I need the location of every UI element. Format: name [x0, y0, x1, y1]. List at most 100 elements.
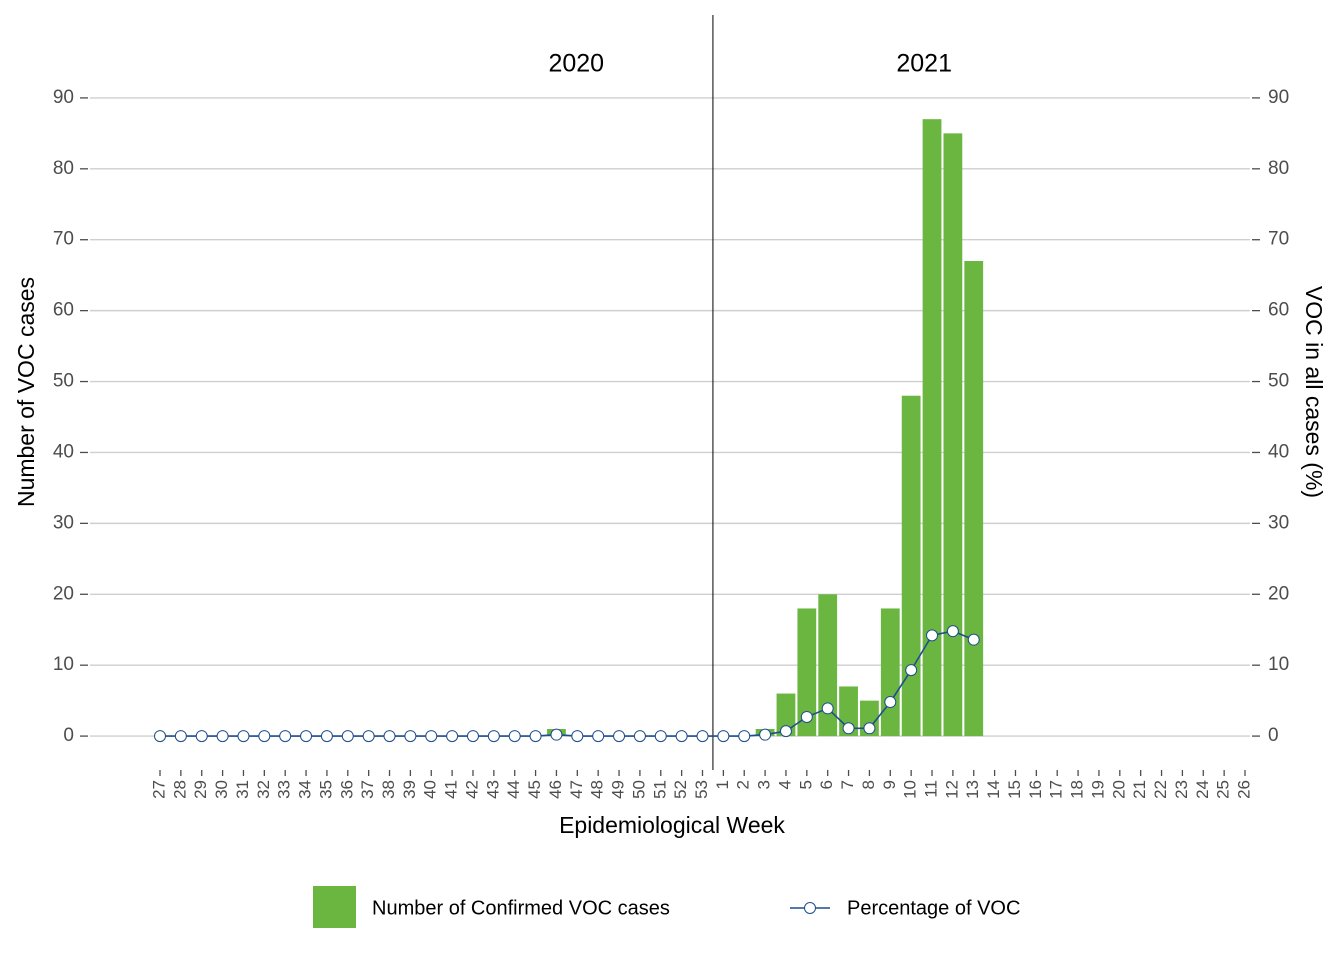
point [216, 730, 229, 743]
x-tick-label: 26 [1234, 780, 1253, 799]
x-tick-label: 10 [901, 780, 920, 799]
point [550, 728, 563, 741]
x-tick-label: 4 [775, 780, 794, 789]
legend-label: Percentage of VOC [847, 897, 1020, 919]
group-label: 2020 [548, 50, 604, 78]
point [529, 730, 542, 743]
legend-label: Number of Confirmed VOC cases [372, 897, 670, 919]
point [946, 625, 959, 638]
point [446, 730, 459, 743]
y2-tick-label: 80 [1268, 158, 1289, 179]
x-tick-label: 52 [671, 780, 690, 799]
x-tick-label: 9 [880, 780, 899, 789]
x-tick-label: 3 [755, 780, 774, 789]
x-tick-label: 44 [504, 780, 523, 799]
x-tick-label: 18 [1068, 780, 1087, 799]
x-tick-label: 53 [692, 780, 711, 799]
point [926, 629, 939, 642]
x-tick-label: 5 [796, 780, 815, 789]
x-tick-label: 33 [275, 780, 294, 799]
y2-tick-label: 40 [1268, 441, 1289, 462]
x-tick-label: 27 [149, 780, 168, 799]
bar [776, 693, 796, 737]
point [633, 730, 646, 743]
bar [964, 261, 984, 737]
x-tick-label: 38 [379, 780, 398, 799]
x-tick-label: 49 [609, 780, 628, 799]
x-tick-label: 16 [1026, 780, 1045, 799]
group-label: 2021 [896, 50, 952, 78]
point [842, 722, 855, 735]
y2-tick-label: 30 [1268, 512, 1289, 533]
point [696, 730, 709, 743]
x-tick-label: 43 [483, 780, 502, 799]
x-tick-label: 29 [191, 780, 210, 799]
x-axis-title: Epidemiological Week [559, 812, 785, 838]
bar [943, 133, 963, 737]
x-tick-label: 11 [922, 780, 941, 798]
point [675, 730, 688, 743]
x-tick-label: 48 [588, 780, 607, 799]
x-tick-label: 31 [233, 780, 252, 799]
y2-tick-label: 20 [1268, 583, 1289, 604]
x-tick-label: 39 [400, 780, 419, 799]
point [195, 730, 208, 743]
y-tick-label: 10 [53, 654, 74, 675]
x-tick-label: 20 [1109, 780, 1128, 799]
x-tick-label: 30 [212, 780, 231, 799]
y-tick-label: 0 [63, 725, 74, 746]
x-tick-label: 24 [1193, 780, 1212, 799]
x-tick-label: 21 [1130, 780, 1149, 799]
x-tick-label: 47 [567, 780, 586, 799]
x-tick-label: 1 [713, 780, 732, 789]
x-tick-label: 50 [629, 780, 648, 799]
x-tick-label: 42 [462, 780, 481, 799]
bar [880, 608, 900, 737]
point [654, 730, 667, 743]
point [613, 730, 626, 743]
x-tick-label: 25 [1214, 780, 1233, 799]
point [404, 730, 417, 743]
point [738, 730, 751, 743]
point [425, 730, 438, 743]
y-axis-title: Number of VOC cases [13, 277, 39, 507]
x-tick-label: 15 [1005, 780, 1024, 799]
point [759, 728, 772, 741]
point [905, 664, 918, 677]
x-tick-label: 19 [1088, 780, 1107, 799]
y-tick-label: 40 [53, 441, 74, 462]
y-tick-label: 80 [53, 158, 74, 179]
point [487, 730, 500, 743]
y-tick-label: 50 [53, 371, 74, 392]
y-tick-label: 90 [53, 87, 74, 108]
x-tick-label: 36 [337, 780, 356, 799]
x-tick-label: 37 [358, 780, 377, 799]
line [160, 630, 975, 737]
x-tick-label: 12 [942, 780, 961, 799]
point [821, 702, 834, 715]
point [466, 730, 479, 743]
y2-tick-label: 90 [1268, 87, 1289, 108]
y2-axis-title: VOC in all cases (%) [1301, 286, 1327, 498]
x-tick-label: 7 [838, 780, 857, 789]
point [154, 730, 166, 743]
x-tick-label: 45 [525, 780, 544, 799]
x-tick-label: 51 [650, 780, 669, 799]
y2-tick-label: 50 [1268, 371, 1289, 392]
x-tick-label: 17 [1047, 780, 1066, 799]
x-tick-label: 40 [421, 780, 440, 799]
point [800, 710, 813, 723]
y-tick-label: 30 [53, 512, 74, 533]
x-tick-label: 35 [316, 780, 335, 799]
bar [901, 395, 921, 737]
point [279, 730, 292, 743]
point [967, 633, 980, 646]
point [863, 722, 876, 735]
bar [797, 608, 817, 737]
bar [922, 119, 942, 737]
point [300, 730, 313, 743]
y2-tick-label: 10 [1268, 654, 1289, 675]
y-tick-label: 20 [53, 583, 74, 604]
point [258, 730, 271, 743]
